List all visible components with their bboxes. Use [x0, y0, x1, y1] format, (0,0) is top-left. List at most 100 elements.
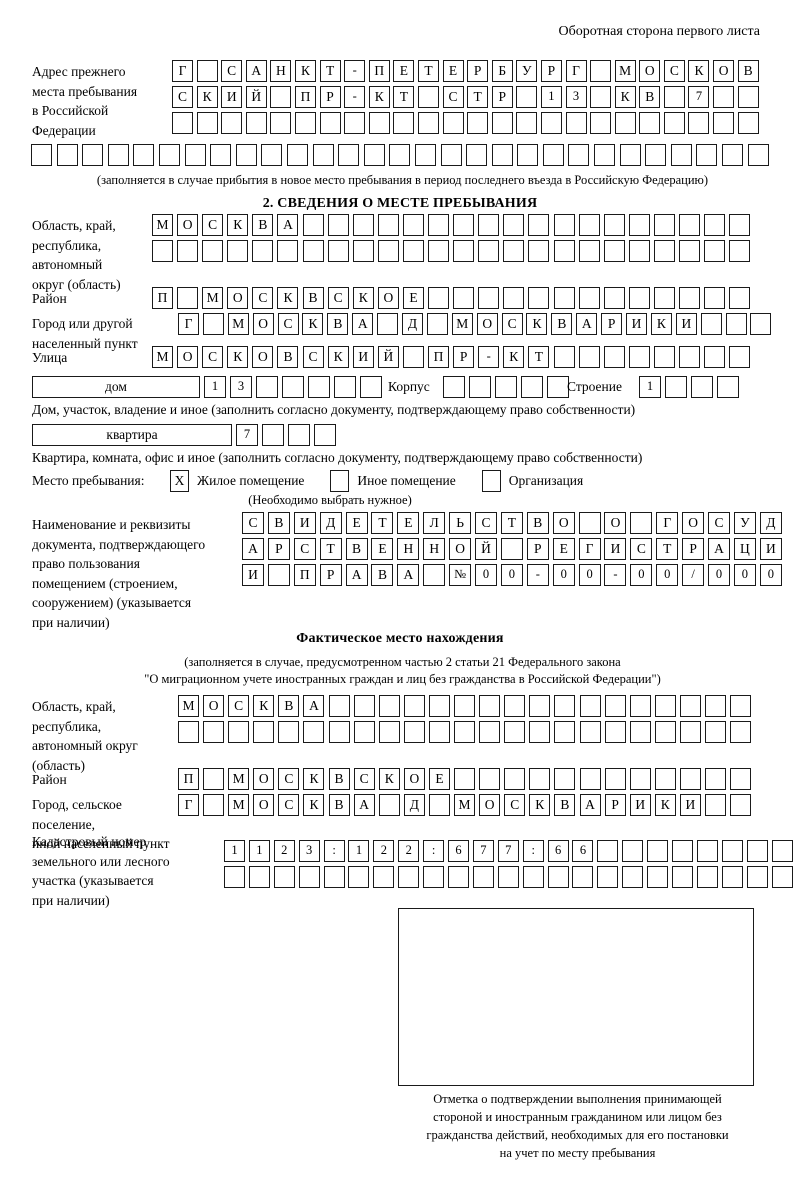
char-cell[interactable]	[729, 346, 751, 368]
char-cell[interactable]	[177, 240, 199, 262]
char-cell[interactable]	[678, 287, 700, 309]
char-cell[interactable]	[628, 287, 650, 309]
char-cell[interactable]	[273, 866, 295, 888]
char-cell[interactable]: Ц	[733, 538, 756, 560]
char-cell[interactable]: 2	[373, 840, 395, 862]
char-cell[interactable]: Д	[759, 512, 782, 534]
place-type-checkbox-0[interactable]: X	[170, 470, 189, 492]
char-cell[interactable]: М	[228, 768, 250, 790]
char-cell[interactable]: 1	[224, 840, 245, 862]
char-cell[interactable]: Т	[500, 512, 523, 534]
char-cell[interactable]: 1	[204, 376, 226, 398]
char-cell[interactable]	[663, 112, 685, 134]
char-cell[interactable]	[282, 376, 304, 398]
char-cell[interactable]: Р	[467, 60, 489, 82]
char-cell[interactable]	[393, 112, 415, 134]
char-cell[interactable]	[378, 721, 400, 743]
char-cell[interactable]	[737, 86, 759, 108]
char-cell[interactable]	[721, 866, 743, 888]
char-cell[interactable]: 0	[708, 564, 731, 586]
char-cell[interactable]: В	[371, 564, 394, 586]
char-cell[interactable]	[203, 721, 225, 743]
char-cell[interactable]	[504, 695, 526, 717]
char-cell[interactable]	[308, 376, 330, 398]
char-cell[interactable]: -	[478, 346, 500, 368]
char-cell[interactable]: К	[327, 346, 349, 368]
char-cell[interactable]	[647, 840, 669, 862]
char-cell[interactable]: К	[503, 346, 525, 368]
char-cell[interactable]: -	[526, 564, 549, 586]
char-cell[interactable]	[647, 866, 669, 888]
char-cell[interactable]	[479, 721, 501, 743]
char-cell[interactable]	[202, 313, 224, 335]
char-cell[interactable]: 3	[298, 840, 320, 862]
char-cell[interactable]	[228, 721, 250, 743]
char-cell[interactable]	[334, 376, 356, 398]
char-cell[interactable]	[453, 214, 475, 236]
char-cell[interactable]: К	[688, 60, 710, 82]
char-cell[interactable]: С	[501, 313, 523, 335]
char-cell[interactable]: М	[178, 695, 199, 717]
char-cell[interactable]: О	[449, 538, 472, 560]
char-cell[interactable]	[603, 214, 625, 236]
char-cell[interactable]	[679, 768, 701, 790]
char-cell[interactable]: И	[629, 794, 651, 816]
char-cell[interactable]	[184, 144, 206, 166]
char-cell[interactable]: Г	[565, 60, 587, 82]
char-cell[interactable]	[454, 695, 476, 717]
char-cell[interactable]: :	[323, 840, 345, 862]
char-cell[interactable]	[604, 721, 626, 743]
char-cell[interactable]	[547, 376, 569, 398]
char-cell[interactable]	[597, 866, 619, 888]
char-cell[interactable]: Н	[397, 538, 420, 560]
char-cell[interactable]	[578, 240, 600, 262]
char-cell[interactable]: Г	[178, 794, 199, 816]
char-cell[interactable]	[467, 112, 489, 134]
char-cell[interactable]: К	[526, 313, 548, 335]
char-cell[interactable]	[203, 768, 225, 790]
char-cell[interactable]	[590, 60, 612, 82]
char-cell[interactable]	[443, 376, 465, 398]
char-cell[interactable]: А	[576, 313, 598, 335]
char-cell[interactable]: В	[526, 512, 549, 534]
char-cell[interactable]	[604, 768, 626, 790]
char-cell[interactable]: -	[344, 86, 366, 108]
char-cell[interactable]	[730, 721, 752, 743]
char-cell[interactable]	[679, 695, 701, 717]
char-cell[interactable]	[579, 695, 601, 717]
char-cell[interactable]: О	[253, 768, 275, 790]
char-cell[interactable]: Д	[403, 794, 425, 816]
char-cell[interactable]	[377, 240, 399, 262]
char-cell[interactable]: К	[302, 313, 324, 335]
char-cell[interactable]	[704, 721, 726, 743]
char-cell[interactable]: Н	[423, 538, 446, 560]
char-cell[interactable]	[338, 144, 360, 166]
char-cell[interactable]: Р	[604, 794, 626, 816]
char-cell[interactable]	[495, 376, 517, 398]
char-cell[interactable]: А	[245, 60, 267, 82]
char-cell[interactable]: И	[604, 538, 627, 560]
confirmation-stamp-box[interactable]	[398, 908, 754, 1086]
char-cell[interactable]: К	[196, 86, 218, 108]
char-cell[interactable]	[478, 287, 500, 309]
char-cell[interactable]	[579, 768, 601, 790]
char-cell[interactable]: В	[278, 695, 300, 717]
char-cell[interactable]: П	[428, 346, 450, 368]
char-cell[interactable]: И	[626, 313, 648, 335]
char-cell[interactable]: Т	[319, 60, 341, 82]
char-cell[interactable]: А	[345, 564, 368, 586]
char-cell[interactable]: В	[737, 60, 759, 82]
char-cell[interactable]	[328, 695, 350, 717]
char-cell[interactable]: К	[227, 346, 249, 368]
char-cell[interactable]	[503, 240, 525, 262]
char-cell[interactable]: 1	[248, 840, 270, 862]
char-cell[interactable]: 0	[733, 564, 756, 586]
char-cell[interactable]	[472, 866, 494, 888]
char-cell[interactable]: 3	[230, 376, 252, 398]
char-cell[interactable]	[31, 144, 52, 166]
char-cell[interactable]	[521, 376, 543, 398]
char-cell[interactable]	[704, 214, 726, 236]
char-cell[interactable]: С	[630, 538, 653, 560]
